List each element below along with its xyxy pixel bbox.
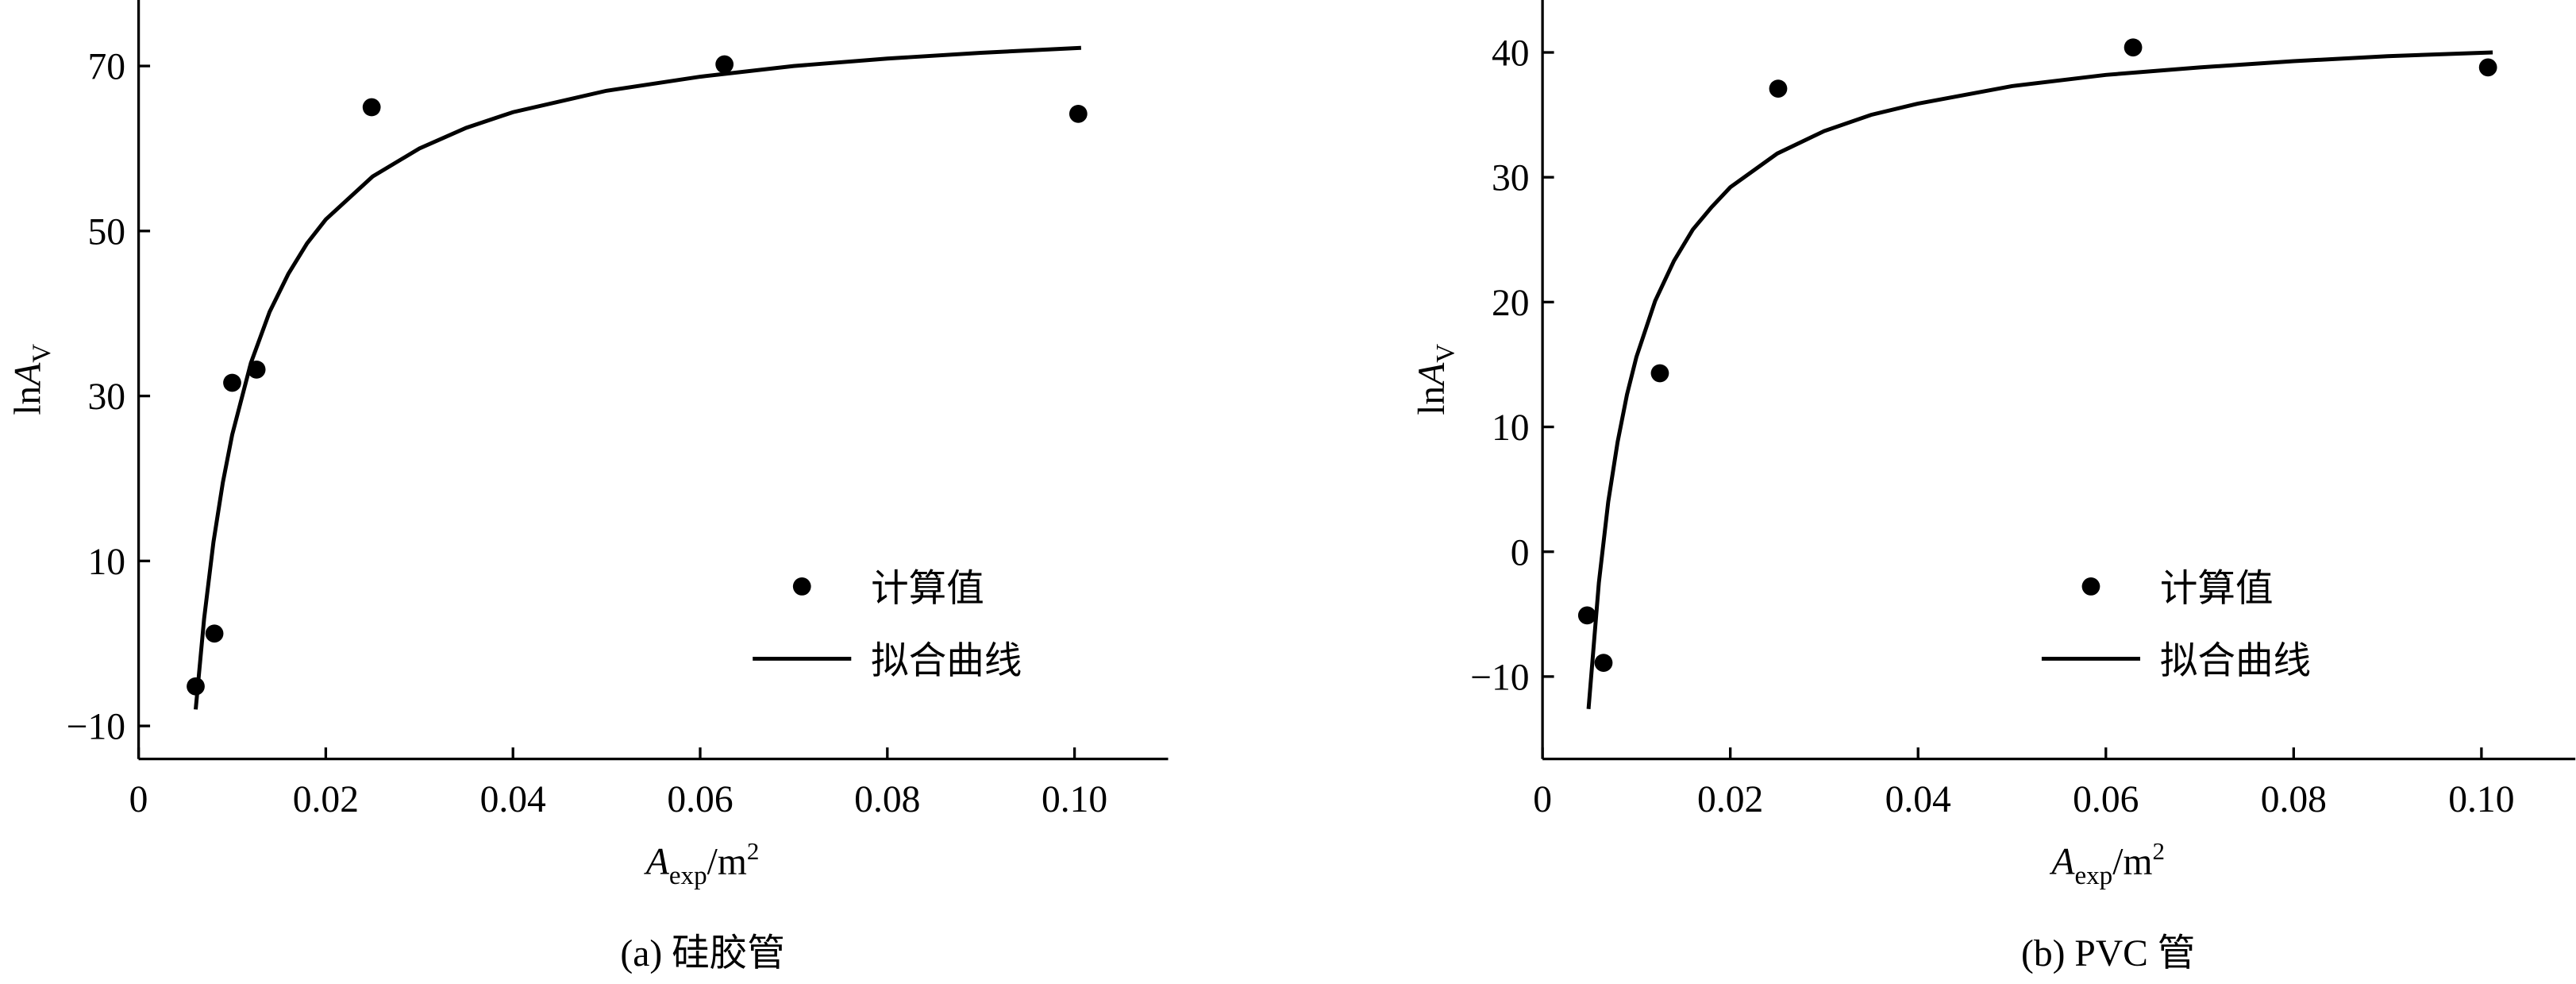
x-tick-label: 0.08 bbox=[2261, 779, 2327, 820]
x-label-sub: exp bbox=[2074, 862, 2112, 890]
y-tick-label: 10 bbox=[87, 542, 125, 583]
data-point bbox=[2124, 38, 2143, 57]
y-axis-label: lnAV bbox=[1411, 344, 1460, 415]
y-tick-label: 0 bbox=[1511, 532, 1530, 573]
y-tick-label: 10 bbox=[1492, 407, 1530, 449]
data-point bbox=[1650, 364, 1669, 383]
y-tick-label: −10 bbox=[67, 707, 125, 748]
fit-curve bbox=[1586, 50, 2493, 709]
y-tick-label: −10 bbox=[1470, 657, 1529, 698]
x-tick-label: 0.06 bbox=[2073, 779, 2139, 820]
x-tick-label: 0.02 bbox=[1697, 779, 1763, 820]
y-label-sub: V bbox=[28, 344, 56, 363]
legend-label: 计算值 bbox=[2160, 569, 2274, 610]
x-axis-label: Aexp/m2 bbox=[2049, 837, 2165, 890]
data-point bbox=[223, 373, 241, 392]
x-label-unit: /m bbox=[2112, 841, 2152, 882]
caption: (a) 硅胶管 bbox=[620, 933, 784, 974]
y-tick-label: 20 bbox=[1492, 283, 1530, 324]
y-label-main: ln bbox=[1411, 386, 1453, 415]
x-label-sub: exp bbox=[669, 862, 707, 890]
y-label-sub: V bbox=[1431, 344, 1460, 363]
x-tick-label: 0 bbox=[129, 779, 148, 820]
data-point bbox=[205, 624, 224, 643]
y-axis-label: lnAV bbox=[7, 344, 56, 415]
y-tick-label: 30 bbox=[1492, 158, 1530, 199]
x-label-unit: /m bbox=[707, 841, 747, 882]
y-tick-label: 50 bbox=[87, 211, 125, 253]
legend-label: 计算值 bbox=[871, 569, 984, 610]
legend-label: 拟合曲线 bbox=[2160, 641, 2311, 682]
y-label-main: ln bbox=[7, 386, 48, 415]
x-axis-label: Aexp/m2 bbox=[644, 837, 760, 890]
x-tick-label: 0.02 bbox=[293, 779, 359, 820]
x-label-var: A bbox=[644, 841, 670, 882]
y-tick-label: 40 bbox=[1492, 33, 1530, 75]
fit-curve bbox=[194, 45, 1081, 710]
data-point bbox=[1577, 606, 1596, 625]
x-tick-label: 0.06 bbox=[667, 779, 733, 820]
x-tick-label: 0.10 bbox=[2448, 779, 2514, 820]
x-label-sup: 2 bbox=[747, 837, 760, 865]
y-label-var: A bbox=[7, 362, 48, 388]
x-tick-label: 0.04 bbox=[1885, 779, 1951, 820]
x-tick-label: 0.04 bbox=[480, 779, 546, 820]
data-point bbox=[2478, 58, 2497, 77]
y-tick-label: 70 bbox=[87, 47, 125, 88]
data-point bbox=[715, 55, 734, 74]
y-label-var: A bbox=[1411, 362, 1453, 388]
x-tick-label: 0.10 bbox=[1042, 779, 1107, 820]
y-tick-label: 30 bbox=[87, 376, 125, 418]
x-tick-label: 0.08 bbox=[854, 779, 920, 820]
x-label-sup: 2 bbox=[2152, 837, 2165, 865]
data-point bbox=[362, 98, 381, 117]
data-point bbox=[1594, 654, 1613, 672]
caption: (b) PVC 管 bbox=[2021, 933, 2195, 974]
data-point bbox=[1769, 79, 1788, 98]
legend-marker bbox=[2081, 577, 2100, 596]
legend-marker bbox=[792, 577, 811, 596]
legend-label: 拟合曲线 bbox=[871, 641, 1022, 682]
chart: −10 0 10 20 30 40 0 0.02 0.04 0.06 0.08 0.10 计算值拟合曲线… bbox=[1411, 0, 2576, 974]
x-label-var: A bbox=[2049, 841, 2075, 882]
x-tick-label: 0 bbox=[1533, 779, 1552, 820]
data-point bbox=[1069, 104, 1088, 123]
